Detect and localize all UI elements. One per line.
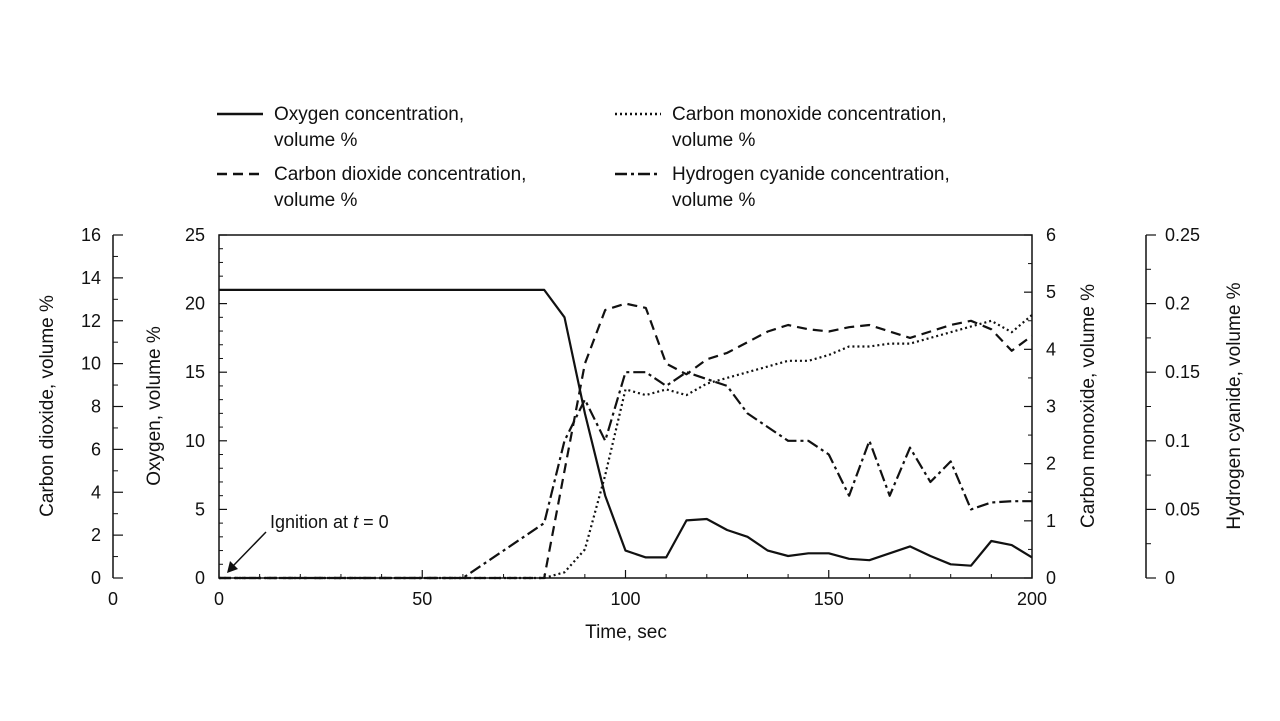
legend-label-carbon-monoxide-line2: volume % xyxy=(672,130,756,151)
legend: Oxygen concentration, volume % Carbon mo… xyxy=(217,104,950,211)
hydrogen-cyanide-axis-title: Hydrogen cyanide, volume % xyxy=(1224,282,1245,529)
oxygen-tick-label-10: 10 xyxy=(185,431,205,451)
series-line-carbon-dioxide xyxy=(219,302,1033,580)
carbon-monoxide-tick-label-3: 3 xyxy=(1046,397,1056,417)
carbon-dioxide-tick-label-4: 4 xyxy=(91,482,101,502)
carbon-monoxide-tick-label-1: 1 xyxy=(1046,511,1056,531)
carbon-monoxide-tick-label-6: 6 xyxy=(1046,225,1056,245)
legend-label-carbon-monoxide-line1: Carbon monoxide concentration, xyxy=(672,104,947,125)
legend-item-hydrogen-cyanide: Hydrogen cyanide concentration, volume % xyxy=(615,164,950,211)
series-line-oxygen xyxy=(219,288,1033,567)
oxygen-tick-label-15: 15 xyxy=(185,362,205,382)
ignition-arrow-head xyxy=(227,561,238,573)
oxygen-tick-label-5: 5 xyxy=(195,499,205,519)
hydrogen-cyanide-tick-label-0-1: 0.1 xyxy=(1165,431,1190,451)
carbon-dioxide-tick-label-16: 16 xyxy=(81,225,101,245)
oxygen-tick-label-25: 25 xyxy=(185,225,205,245)
carbon-dioxide-origin-label: 0 xyxy=(108,589,118,609)
ignition-annotation-text-italic: t xyxy=(353,512,359,532)
x-tick-label-0: 0 xyxy=(214,589,224,609)
carbon-monoxide-tick-label-0: 0 xyxy=(1046,568,1056,588)
carbon-monoxide-axis-title: Carbon monoxide, volume % xyxy=(1078,284,1099,528)
legend-label-carbon-dioxide-line1: Carbon dioxide concentration, xyxy=(274,164,526,185)
legend-label-hydrogen-cyanide-line1: Hydrogen cyanide concentration, xyxy=(672,164,950,185)
legend-label-oxygen-line1: Oxygen concentration, xyxy=(274,104,464,125)
x-tick-label-200: 200 xyxy=(1017,589,1047,609)
legend-label-oxygen-line2: volume % xyxy=(274,130,358,151)
carbon-dioxide-tick-label-6: 6 xyxy=(91,439,101,459)
carbon-dioxide-tick-label-12: 12 xyxy=(81,311,101,331)
carbon-monoxide-tick-label-4: 4 xyxy=(1046,339,1056,359)
hydrogen-cyanide-tick-label-0: 0 xyxy=(1165,568,1175,588)
legend-label-hydrogen-cyanide-line2: volume % xyxy=(672,190,756,211)
ignition-annotation-text-pre: Ignition at xyxy=(270,512,353,532)
ignition-arrow-line xyxy=(232,531,267,567)
series-layer xyxy=(219,288,1033,580)
carbon-dioxide-axis-title: Carbon dioxide, volume % xyxy=(37,295,58,517)
x-tick-label-50: 50 xyxy=(412,589,432,609)
hydrogen-cyanide-tick-label-0-05: 0.05 xyxy=(1165,499,1200,519)
hydrogen-cyanide-tick-label-0-15: 0.15 xyxy=(1165,362,1200,382)
carbon-dioxide-tick-label-14: 14 xyxy=(81,268,101,288)
oxygen-tick-label-0: 0 xyxy=(195,568,205,588)
x-tick-label-150: 150 xyxy=(814,589,844,609)
carbon-dioxide-tick-label-0: 0 xyxy=(91,568,101,588)
carbon-dioxide-tick-label-8: 8 xyxy=(91,397,101,417)
carbon-monoxide-tick-label-2: 2 xyxy=(1046,454,1056,474)
ignition-annotation: Ignition at t = 0 xyxy=(227,512,389,573)
legend-item-carbon-monoxide: Carbon monoxide concentration, volume % xyxy=(615,104,947,151)
legend-label-carbon-dioxide-line2: volume % xyxy=(274,190,358,211)
carbon-dioxide-tick-label-10: 10 xyxy=(81,354,101,374)
carbon-monoxide-tick-label-5: 5 xyxy=(1046,282,1056,302)
carbon-dioxide-tick-label-2: 2 xyxy=(91,525,101,545)
ignition-annotation-text: Ignition at t = 0 xyxy=(270,512,389,532)
legend-item-oxygen: Oxygen concentration, volume % xyxy=(217,104,464,151)
legend-item-carbon-dioxide: Carbon dioxide concentration, volume % xyxy=(217,164,526,211)
series-line-carbon-monoxide xyxy=(219,314,1033,580)
hydrogen-cyanide-tick-label-0-2: 0.2 xyxy=(1165,294,1190,314)
x-axis-title: Time, sec xyxy=(585,622,667,643)
axes-layer: 0 50 100 150 2000510152025024681012141600123… xyxy=(81,225,1200,609)
x-tick-label-100: 100 xyxy=(610,589,640,609)
ignition-annotation-text-post: = 0 xyxy=(358,512,389,532)
oxygen-tick-label-20: 20 xyxy=(185,294,205,314)
oxygen-axis-title: Oxygen, volume % xyxy=(144,326,165,486)
hydrogen-cyanide-tick-label-0-25: 0.25 xyxy=(1165,225,1200,245)
